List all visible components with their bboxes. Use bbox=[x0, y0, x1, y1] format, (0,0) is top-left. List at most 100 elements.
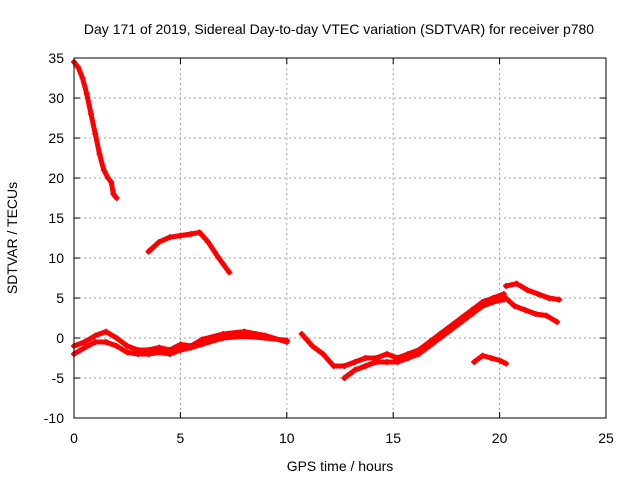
data-point bbox=[341, 375, 348, 381]
data-point bbox=[79, 75, 86, 81]
data-point bbox=[188, 231, 195, 237]
data-point bbox=[309, 343, 316, 349]
data-point bbox=[468, 311, 475, 317]
data-point bbox=[81, 339, 88, 345]
data-point bbox=[471, 359, 478, 365]
data-point bbox=[362, 355, 369, 361]
data-point bbox=[405, 355, 412, 361]
data-point bbox=[341, 363, 348, 369]
x-tick-label: 15 bbox=[385, 430, 401, 446]
series-arc-5 bbox=[299, 291, 507, 369]
data-point bbox=[196, 229, 203, 236]
data-point bbox=[383, 351, 390, 357]
data-point bbox=[319, 351, 326, 357]
series-arc-9 bbox=[471, 353, 509, 367]
data-point bbox=[75, 64, 82, 71]
y-tick-label: 25 bbox=[48, 130, 64, 146]
data-point bbox=[92, 339, 99, 345]
data-point bbox=[124, 343, 131, 349]
data-point bbox=[166, 234, 173, 241]
data-point bbox=[83, 91, 90, 97]
y-tick-label: -10 bbox=[44, 410, 64, 426]
data-point bbox=[177, 341, 184, 348]
data-point bbox=[100, 167, 107, 173]
data-point bbox=[96, 151, 103, 157]
x-tick-label: 10 bbox=[279, 430, 295, 446]
data-point bbox=[373, 359, 380, 365]
series-arc-6 bbox=[341, 297, 507, 381]
y-tick-label: 10 bbox=[48, 250, 64, 266]
data-point bbox=[283, 337, 290, 344]
data-point bbox=[145, 248, 152, 255]
data-point bbox=[415, 351, 422, 357]
data-point bbox=[554, 319, 561, 325]
data-point bbox=[351, 367, 358, 373]
data-point bbox=[458, 319, 465, 325]
data-point bbox=[134, 351, 141, 357]
data-point bbox=[92, 131, 99, 137]
data-point bbox=[198, 341, 205, 348]
x-axis-label: GPS time / hours bbox=[287, 458, 394, 474]
data-point bbox=[88, 111, 95, 117]
data-point bbox=[219, 335, 226, 341]
data-point bbox=[524, 287, 531, 293]
data-point bbox=[298, 331, 305, 337]
data-point bbox=[488, 355, 495, 361]
data-point bbox=[262, 335, 269, 341]
y-tick-label: 20 bbox=[48, 170, 64, 186]
series-arc-2 bbox=[146, 229, 232, 275]
data-point bbox=[556, 296, 563, 303]
x-tick-label: 25 bbox=[598, 430, 614, 446]
plot-frame bbox=[73, 57, 607, 419]
data-point bbox=[479, 303, 486, 309]
data-point bbox=[81, 344, 88, 351]
y-tick-label: 5 bbox=[56, 290, 64, 306]
data-point bbox=[437, 335, 444, 341]
data-point bbox=[124, 349, 131, 356]
data-point bbox=[241, 333, 248, 340]
data-point bbox=[113, 343, 120, 349]
data-point bbox=[177, 232, 184, 239]
data-point bbox=[92, 332, 99, 339]
data-point bbox=[102, 339, 109, 345]
data-point bbox=[156, 349, 163, 356]
data-point bbox=[110, 191, 117, 197]
data-point bbox=[394, 359, 401, 365]
data-point bbox=[113, 335, 120, 341]
grid bbox=[74, 58, 606, 418]
data-point bbox=[166, 351, 173, 357]
x-tick-label: 0 bbox=[70, 430, 78, 446]
data-point bbox=[205, 239, 212, 245]
x-tick-label: 5 bbox=[177, 430, 185, 446]
axis-ticks: 0 5 10 15 20 25 -10 -5 0 5 10 15 20 25 30 35 bbox=[44, 50, 614, 446]
data-point bbox=[383, 359, 390, 365]
data-point bbox=[490, 299, 497, 305]
chart-title: Day 171 of 2019, Sidereal Day-to-day VTE… bbox=[84, 21, 594, 37]
data-point bbox=[177, 347, 184, 353]
data-point bbox=[513, 280, 520, 287]
data-point bbox=[105, 175, 112, 181]
y-tick-label: 35 bbox=[48, 50, 64, 66]
x-tick-label: 20 bbox=[492, 430, 508, 446]
data-point bbox=[102, 328, 109, 335]
data-point bbox=[188, 344, 195, 351]
y-tick-label: 0 bbox=[56, 330, 64, 346]
data-point bbox=[447, 327, 454, 333]
data-point bbox=[522, 307, 529, 313]
data-point bbox=[145, 351, 152, 357]
data-point bbox=[215, 255, 222, 261]
data-point bbox=[113, 195, 120, 201]
data-point bbox=[543, 312, 550, 319]
data-point bbox=[479, 352, 486, 359]
data-point bbox=[502, 360, 509, 367]
data-point bbox=[545, 295, 552, 301]
y-tick-label: 15 bbox=[48, 210, 64, 226]
data-point bbox=[362, 363, 369, 369]
series-arc-7 bbox=[501, 293, 560, 325]
y-tick-label: 30 bbox=[48, 90, 64, 106]
data-point bbox=[226, 269, 233, 276]
data-point bbox=[534, 291, 541, 297]
y-tick-label: -5 bbox=[52, 370, 65, 386]
series-arc-8 bbox=[503, 281, 562, 303]
